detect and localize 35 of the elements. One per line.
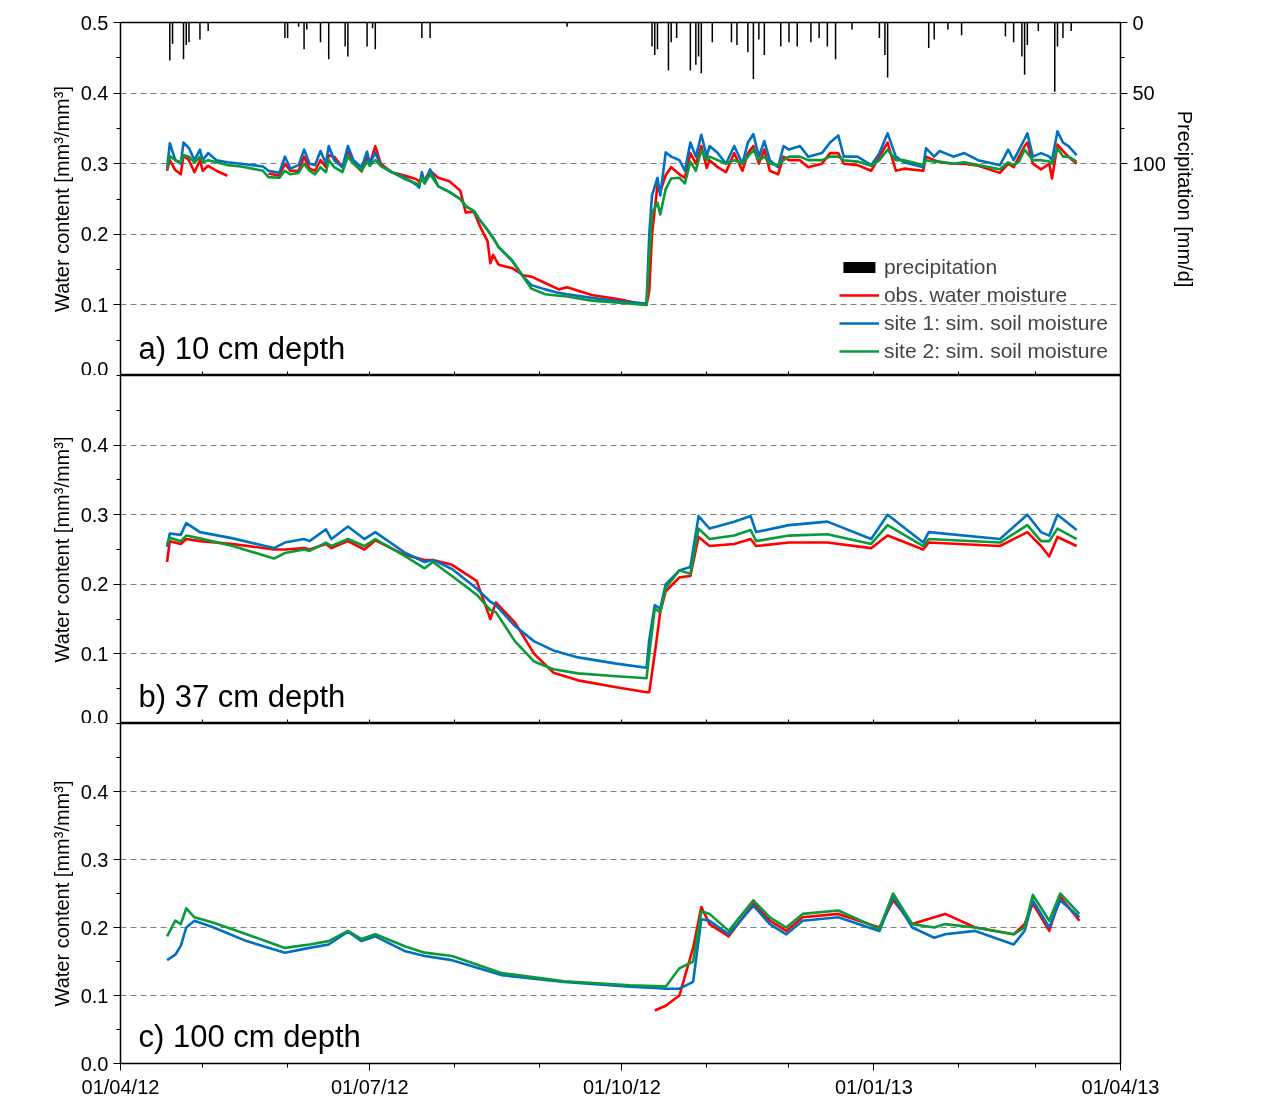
annotation: c) 100 cm depth bbox=[138, 1018, 361, 1054]
x-tick-label: 01/01/13 bbox=[835, 1075, 913, 1098]
y-tick-label: 0.2 bbox=[80, 223, 109, 246]
y-tick-label: 0.2 bbox=[80, 916, 109, 939]
y-tick-label: 0.4 bbox=[80, 434, 109, 457]
x-tick-label: 01/04/13 bbox=[1081, 1075, 1160, 1098]
y-tick-label: 0.0 bbox=[80, 357, 109, 380]
y-axis-title: Water content [mm³/mm³] bbox=[50, 780, 73, 1007]
y-tick-label: 0.4 bbox=[80, 82, 109, 105]
y-tick-label: 0.4 bbox=[80, 780, 109, 803]
annotation: b) 37 cm depth bbox=[138, 678, 346, 714]
y-tick-label: 0.1 bbox=[80, 642, 109, 665]
y2-tick-label: 0 bbox=[1132, 11, 1144, 34]
y-tick-label: 0.0 bbox=[80, 1052, 109, 1075]
legend-label: precipitation bbox=[883, 255, 998, 279]
y-tick-label: 0.2 bbox=[80, 573, 109, 596]
x-tick-label: 01/10/12 bbox=[582, 1075, 661, 1098]
y2-axis-title: Precipitation [mm/d] bbox=[1173, 110, 1196, 288]
y-axis-title: Water content [mm³/mm³] bbox=[50, 436, 73, 663]
y-tick-label: 0.5 bbox=[80, 11, 109, 34]
y-tick-label: 0.1 bbox=[80, 984, 109, 1007]
y2-tick-label: 100 bbox=[1132, 152, 1166, 175]
annotation: a) 10 cm depth bbox=[138, 330, 346, 366]
y-tick-label: 0.3 bbox=[80, 848, 109, 871]
legend-label: site 2: sim. soil moisture bbox=[883, 339, 1108, 363]
y-tick-label: 0.1 bbox=[80, 293, 109, 316]
y-tick-label: 0.3 bbox=[80, 503, 109, 526]
x-tick-label: 01/07/12 bbox=[330, 1075, 409, 1098]
y-tick-label: 0.3 bbox=[80, 152, 109, 175]
legend-label: obs. water moisture bbox=[883, 283, 1068, 307]
x-tick-label: 01/04/12 bbox=[81, 1075, 160, 1098]
y2-tick-label: 50 bbox=[1132, 82, 1155, 105]
legend-label: site 1: sim. soil moisture bbox=[883, 311, 1108, 335]
y-tick-label: 0.0 bbox=[80, 705, 109, 728]
y-axis-title: Water content [mm³/mm³] bbox=[50, 86, 73, 312]
